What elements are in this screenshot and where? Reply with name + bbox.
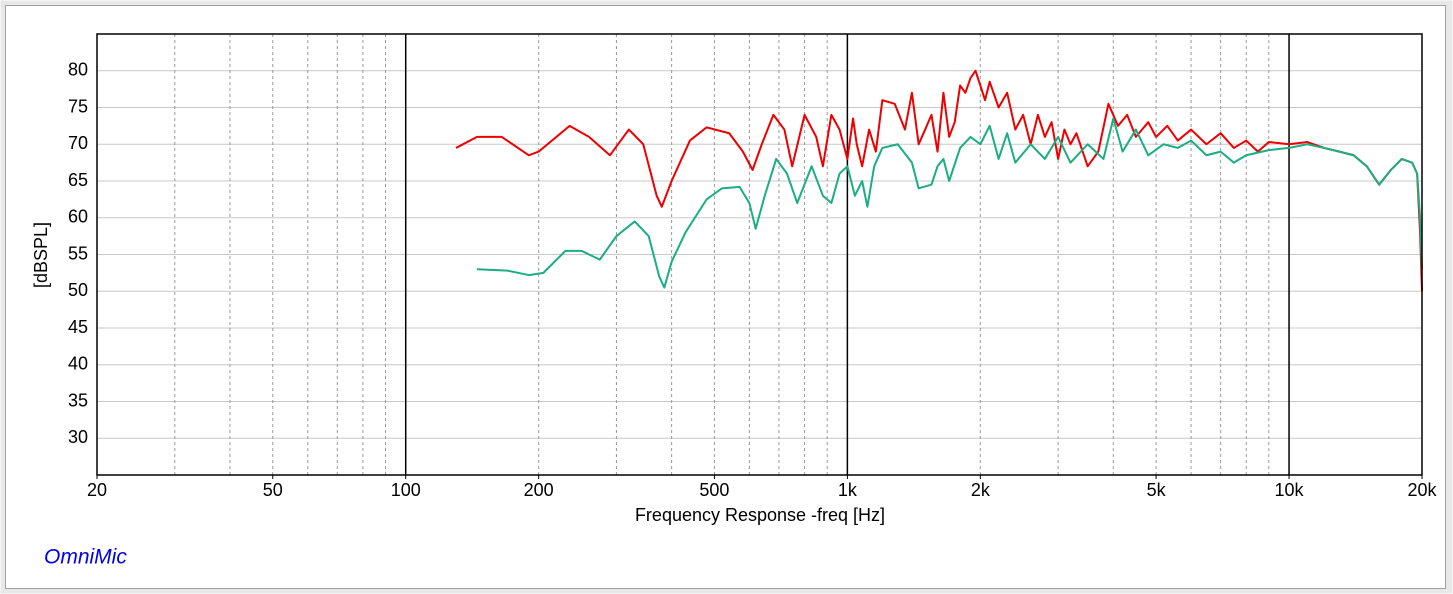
y-tick-label: 50: [68, 280, 88, 300]
y-tick-label: 40: [68, 354, 88, 374]
y-tick-label: 65: [68, 170, 88, 190]
x-tick-label: 1k: [838, 480, 858, 500]
y-tick-label: 35: [68, 390, 88, 410]
x-tick-label: 500: [699, 480, 729, 500]
x-tick-label: 100: [391, 480, 421, 500]
x-tick-label: 10k: [1275, 480, 1305, 500]
x-tick-label: 50: [263, 480, 283, 500]
y-tick-label: 55: [68, 243, 88, 263]
y-tick-label: 30: [68, 427, 88, 447]
grid: [97, 34, 1422, 475]
response-line: [476, 117, 1423, 289]
x-axis-label: Frequency Response -freq [Hz]: [635, 505, 885, 525]
plot-border: [96, 33, 1423, 476]
y-tick-label: 80: [68, 60, 88, 80]
x-tick-label: 200: [524, 480, 554, 500]
y-axis-label: [dBSPL]: [31, 222, 51, 288]
labels: 30 35 40 45 50 55 60 65 70 75 80 20 50 100 200 500 1k 2k 5…: [68, 60, 1438, 500]
y-tick-label: 75: [68, 96, 88, 116]
y-tick-label: 60: [68, 207, 88, 227]
x-tick-label: 5k: [1147, 480, 1167, 500]
lines: [455, 69, 1423, 292]
y-tick-label: 45: [68, 317, 88, 337]
y-tick-label: 70: [68, 133, 88, 153]
x-tick-label: 20: [87, 480, 107, 500]
x-tick-label: 2k: [971, 480, 991, 500]
brand-annotation: OmniMic: [44, 546, 127, 569]
response-line: [455, 69, 1423, 292]
x-tick-label: 20k: [1407, 480, 1437, 500]
